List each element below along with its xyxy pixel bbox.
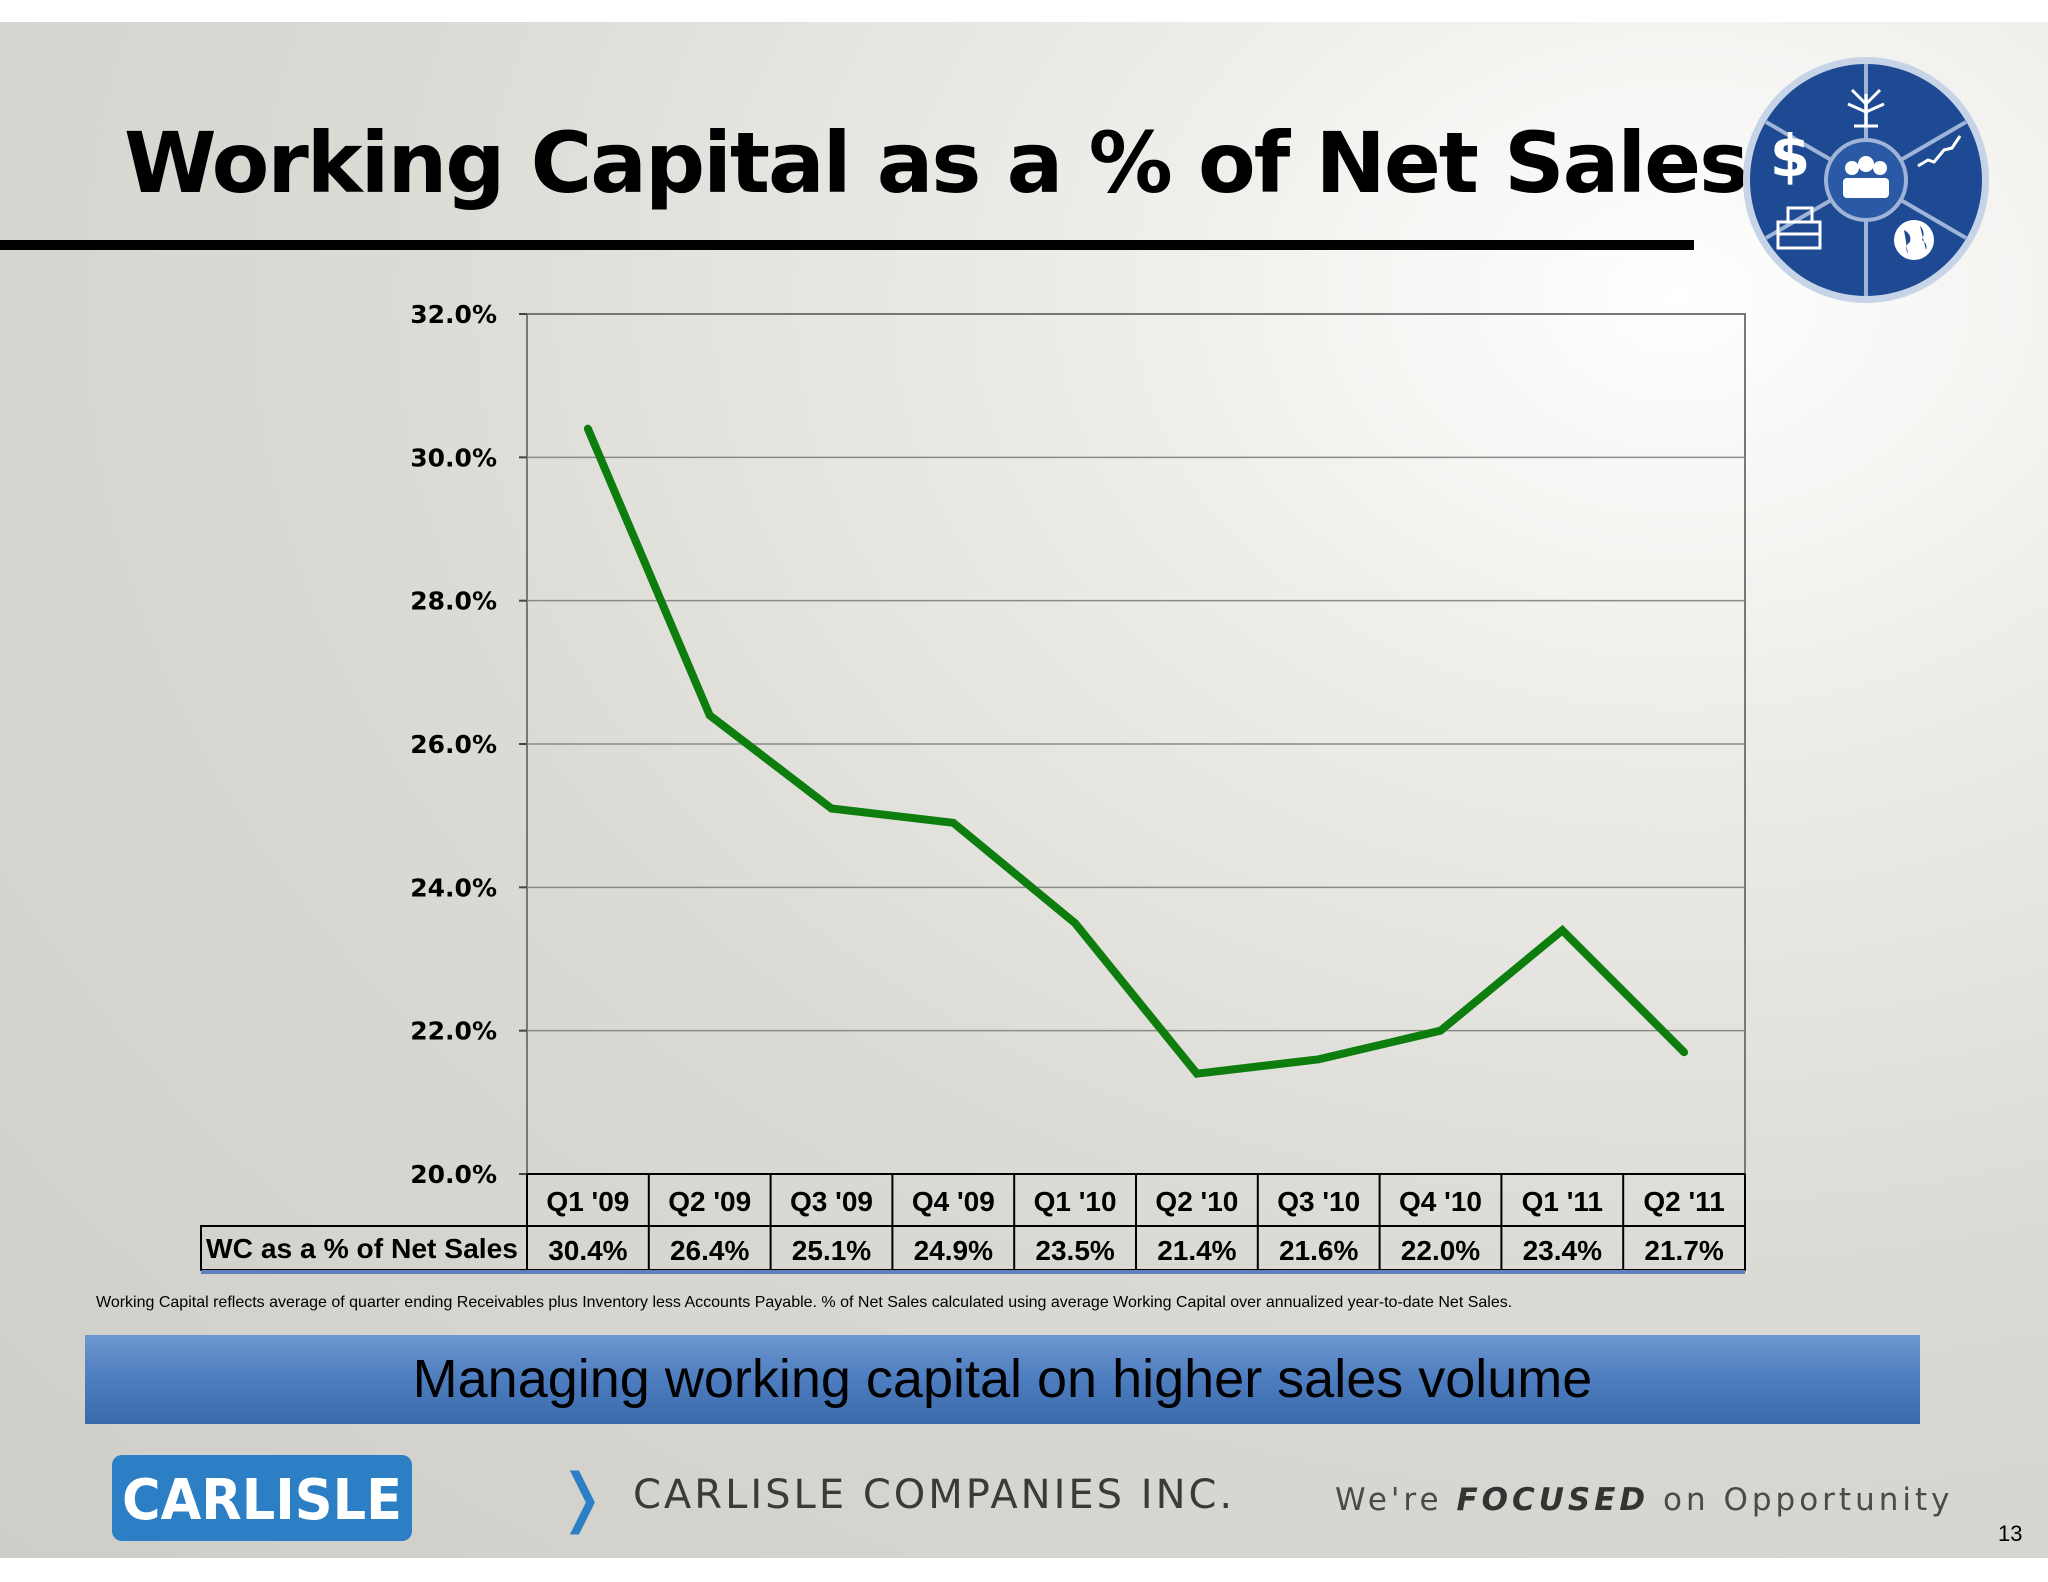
y-tick-label: 32.0% [410, 300, 497, 329]
y-tick-label: 22.0% [410, 1017, 497, 1046]
building-icon [1776, 206, 1822, 250]
data-point [708, 714, 711, 717]
data-point [586, 427, 589, 430]
footnote: Working Capital reflects average of quar… [96, 1294, 1513, 1311]
data-label: 22.0% [1401, 1235, 1480, 1266]
x-tick-label: Q3 '09 [790, 1186, 873, 1217]
tagline: We're FOCUSED on Opportunity [1335, 1482, 1953, 1518]
data-label: 23.4% [1523, 1235, 1602, 1266]
y-tick-label: 24.0% [410, 873, 497, 902]
data-label: 30.4% [548, 1235, 627, 1266]
tagline-post: on Opportunity [1662, 1482, 1954, 1518]
company-name: CARLISLE COMPANIES INC. [633, 1472, 1236, 1518]
data-label: 26.4% [670, 1235, 749, 1266]
data-label: 21.7% [1644, 1235, 1723, 1266]
title-divider [0, 240, 1694, 250]
data-point [1195, 1072, 1198, 1075]
line-chart: 20.0% 22.0% 24.0% 26.0% 28.0% 30.0% 32.0% Q1 '… [200, 300, 1746, 1274]
data-point [1561, 929, 1564, 932]
x-tick-label: Q2 '11 [1643, 1186, 1724, 1217]
logo-text: CARLISLE [122, 1468, 402, 1533]
data-label: 21.4% [1157, 1235, 1236, 1266]
y-tick-label: 20.0% [410, 1160, 497, 1189]
x-tick-label: Q2 '10 [1155, 1186, 1238, 1217]
y-tick-label: 26.0% [410, 730, 497, 759]
x-tick-label: Q4 '09 [912, 1186, 995, 1217]
x-tick-label: Q1 '09 [546, 1186, 629, 1217]
tagline-bold: FOCUSED [1456, 1482, 1650, 1518]
y-tick-label: 30.0% [410, 443, 497, 472]
data-label: 25.1% [792, 1235, 871, 1266]
data-point [1439, 1029, 1442, 1032]
series-name-label: WC as a % of Net Sales [206, 1233, 518, 1264]
x-tick-label: Q1 '11 [1522, 1186, 1603, 1217]
globe-icon [1894, 220, 1934, 260]
slide: Working Capital as a % of Net Sales $ [0, 22, 2048, 1558]
data-label: 23.5% [1035, 1235, 1114, 1266]
x-tick-label: Q2 '09 [668, 1186, 751, 1217]
growth-chart-icon [1917, 135, 1962, 168]
carlisle-logo: CARLISLE [112, 1455, 412, 1541]
tagline-pre: We're [1335, 1482, 1443, 1518]
y-tick-label: 28.0% [410, 587, 497, 616]
series-line [583, 424, 1689, 1078]
data-point [952, 821, 955, 824]
data-point [1317, 1058, 1320, 1061]
data-point [830, 807, 833, 810]
emblem: $ [1743, 57, 1989, 303]
data-point [1074, 922, 1077, 925]
page-title: Working Capital as a % of Net Sales [124, 114, 1749, 212]
people-icon [1843, 156, 1889, 198]
x-tick-label: Q4 '10 [1399, 1186, 1482, 1217]
x-tick-label: Q1 '10 [1034, 1186, 1117, 1217]
tree-icon [1847, 88, 1885, 128]
page-number: 13 [1998, 1521, 2023, 1546]
dollar-icon: $ [1770, 122, 1810, 190]
data-point [1683, 1051, 1686, 1054]
x-tick-label: Q3 '10 [1277, 1186, 1360, 1217]
banner: Managing working capital on higher sales… [85, 1335, 1920, 1424]
data-label: 21.6% [1279, 1235, 1358, 1266]
chevron-right-icon: ❭ [555, 1461, 609, 1535]
data-label: 24.9% [914, 1235, 993, 1266]
